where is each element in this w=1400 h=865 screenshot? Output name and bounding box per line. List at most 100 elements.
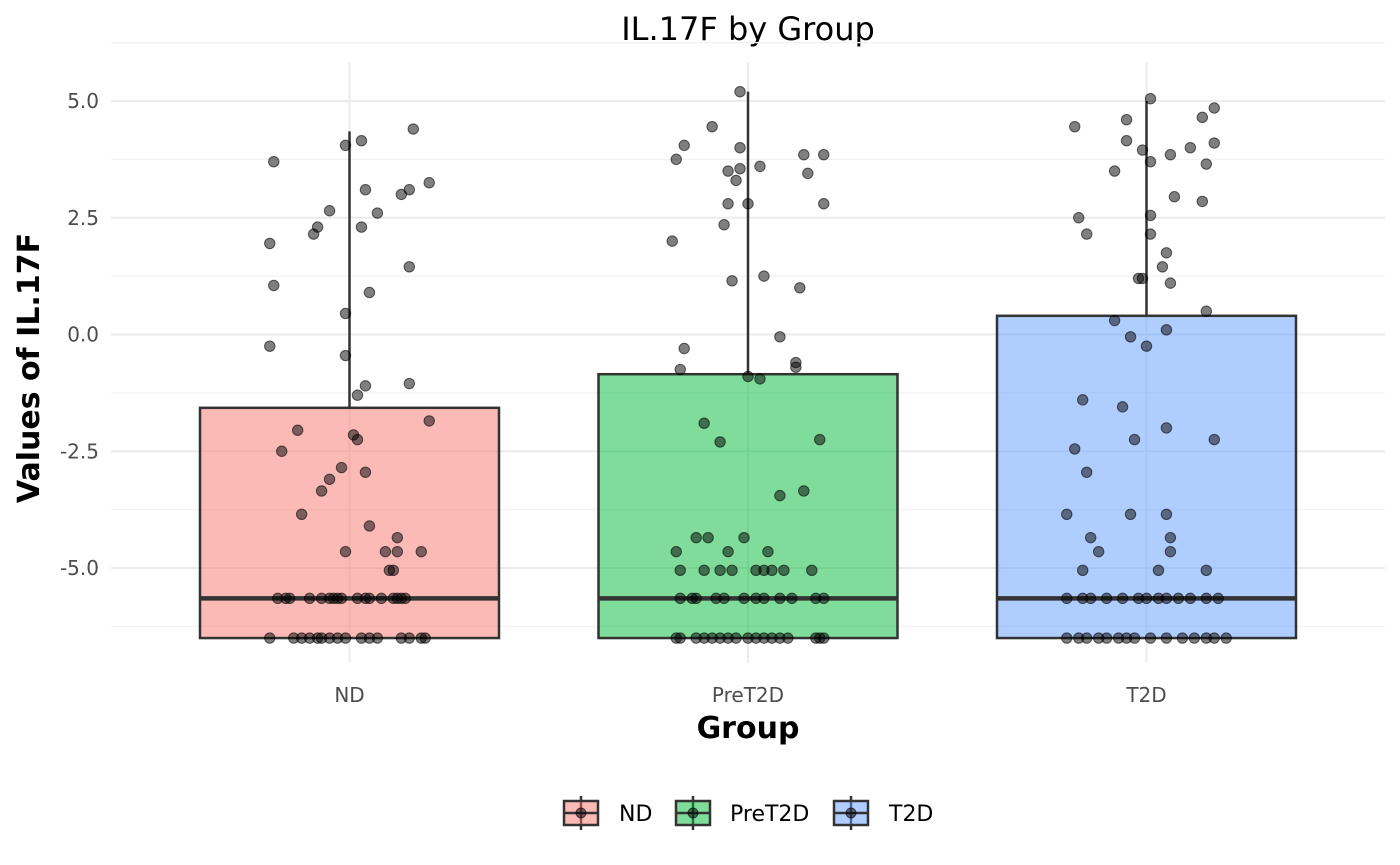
legend-label: T2D [888, 802, 933, 827]
data-point [742, 198, 754, 210]
data-point [794, 282, 806, 294]
data-point [774, 489, 786, 502]
data-point [303, 592, 316, 605]
data-point [1124, 508, 1137, 520]
data-point [670, 545, 682, 558]
data-point [754, 373, 766, 385]
data-point [1069, 443, 1081, 455]
data-point [790, 361, 802, 373]
data-point [375, 592, 388, 605]
data-point [718, 219, 730, 231]
data-point [722, 165, 734, 177]
data-point [1156, 261, 1169, 273]
legend-label: ND [619, 802, 652, 827]
data-point [1144, 632, 1157, 644]
y-tick-label: -2.5 [60, 439, 99, 463]
data-point [806, 564, 818, 577]
boxes [198, 91, 1298, 640]
legend-key-point [845, 807, 857, 819]
data-point [1208, 102, 1220, 114]
y-tick-label: -5.0 [60, 556, 99, 580]
legend-label: PreT2D [730, 802, 809, 827]
x-tick-label: PreT2D [712, 683, 784, 707]
data-point [778, 564, 790, 577]
data-point [1196, 195, 1209, 208]
data-point [335, 592, 348, 605]
y-axis-title: Values of IL.17F [12, 233, 47, 503]
data-point [323, 205, 336, 217]
data-point [774, 331, 786, 343]
data-point [1200, 158, 1213, 170]
data-point [730, 174, 742, 187]
data-point [1069, 120, 1081, 133]
data-point [1220, 632, 1232, 644]
legend: ND PreT2D T2D [562, 796, 933, 830]
data-point [782, 632, 794, 644]
data-point [399, 592, 412, 605]
data-point [387, 564, 400, 577]
data-point [818, 632, 830, 644]
data-point [1144, 92, 1157, 105]
data-point [718, 592, 730, 605]
data-point [1144, 156, 1157, 168]
data-point [1164, 149, 1177, 161]
data-point [339, 139, 352, 152]
data-point [363, 520, 376, 532]
box-t2d [995, 101, 1298, 640]
data-point [391, 531, 404, 544]
data-point [1168, 191, 1181, 203]
data-point [1092, 545, 1105, 558]
legend-key-point [687, 807, 699, 819]
data-point [1176, 632, 1189, 644]
data-point [758, 270, 770, 282]
data-point [698, 417, 710, 429]
data-point [1081, 632, 1093, 644]
data-point [722, 545, 734, 558]
data-point [1208, 632, 1220, 644]
data-point [730, 632, 742, 644]
data-point [403, 184, 415, 196]
x-axis-title: Group [697, 711, 800, 746]
data-point [1212, 592, 1224, 605]
data-point [323, 473, 336, 485]
data-point [391, 545, 404, 558]
data-point [339, 545, 352, 558]
data-point [798, 485, 810, 497]
data-point [415, 545, 427, 558]
x-tick-label: ND [334, 683, 364, 707]
data-point [1200, 592, 1213, 605]
data-point [339, 307, 352, 320]
data-point [403, 632, 415, 644]
data-point [714, 436, 726, 448]
data-point [1164, 545, 1177, 558]
y-tick-label: 5.0 [67, 89, 99, 113]
data-point [403, 377, 415, 390]
data-point [670, 153, 682, 166]
data-point [339, 349, 352, 362]
data-point [1140, 340, 1153, 352]
data-point [419, 632, 431, 644]
data-point [284, 592, 296, 605]
data-point [818, 149, 830, 161]
data-point [1140, 592, 1153, 605]
data-point [1108, 165, 1121, 177]
data-point [335, 461, 348, 474]
data-point [1200, 564, 1213, 577]
data-point [706, 120, 718, 133]
data-point [359, 380, 372, 392]
data-point [702, 531, 714, 544]
data-point [674, 592, 686, 605]
x-axis-ticks: ND PreT2D T2D [334, 683, 1166, 707]
data-point [690, 531, 702, 544]
legend-item-nd: ND [562, 796, 652, 830]
data-point [734, 163, 746, 175]
data-point [1124, 331, 1137, 343]
legend-item-t2d: T2D [832, 796, 933, 830]
data-point [1081, 466, 1093, 478]
data-point [1061, 508, 1073, 520]
data-point [1128, 632, 1141, 644]
data-point [674, 564, 686, 577]
data-point [754, 160, 766, 173]
data-point [1084, 592, 1097, 605]
